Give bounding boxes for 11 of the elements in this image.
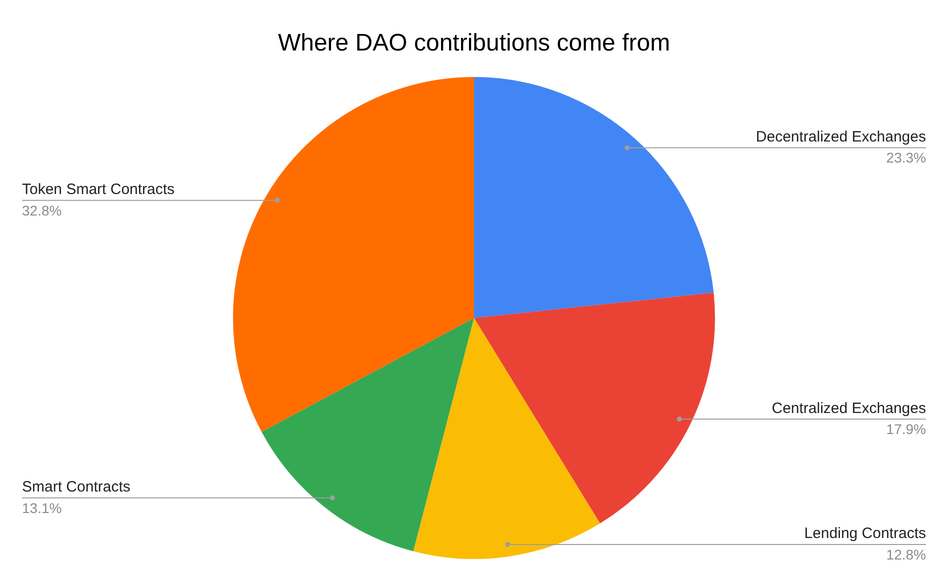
data-label: 12.8%	[886, 546, 926, 562]
data-label: 17.9%	[886, 421, 926, 437]
chart-title: Where DAO contributions come from	[278, 30, 670, 57]
data-label: 13.1%	[22, 500, 62, 516]
slice-label: Centralized Exchanges	[772, 400, 926, 417]
slice-label: Token Smart Contracts	[22, 181, 175, 198]
data-label: 23.3%	[886, 150, 926, 166]
data-label: 32.8%	[22, 202, 62, 218]
slice-label: Decentralized Exchanges	[756, 128, 926, 146]
slice-label: Smart Contracts	[22, 478, 130, 496]
slice-label: Lending Contracts	[804, 525, 926, 542]
